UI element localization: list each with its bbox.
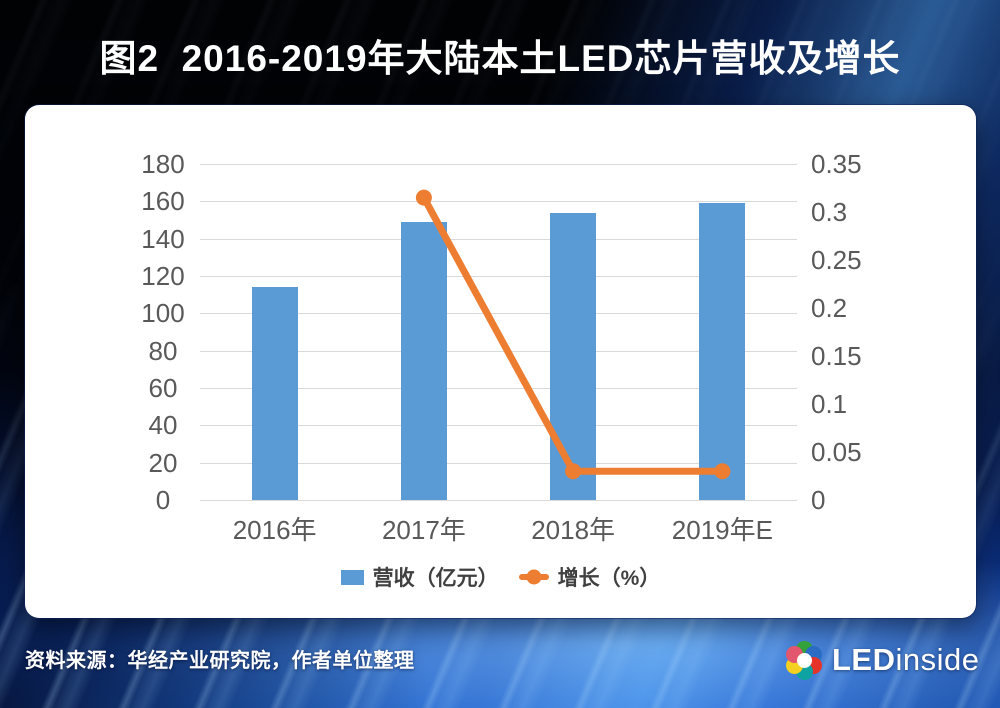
ledinside-logo: LEDinside bbox=[783, 637, 980, 683]
legend-label: 营收（亿元） bbox=[372, 567, 499, 590]
growth-point bbox=[565, 463, 582, 480]
y-tick-right: 0.2 bbox=[811, 293, 848, 323]
legend-line-dot bbox=[526, 569, 542, 585]
y-tick-left: 20 bbox=[148, 447, 178, 478]
growth-line bbox=[415, 189, 731, 480]
gridline bbox=[200, 388, 797, 389]
y-tick-left: 100 bbox=[141, 298, 185, 329]
plot-area bbox=[200, 164, 797, 501]
y-tick-left: 140 bbox=[141, 223, 185, 254]
x-tick-label: 2019年E bbox=[671, 515, 773, 545]
y-tick-right: 0.1 bbox=[811, 389, 848, 419]
growth-point bbox=[714, 463, 731, 480]
y-tick-right: 0.3 bbox=[811, 197, 848, 227]
x-tick-label: 2016年 bbox=[232, 515, 317, 545]
y-tick-left: 80 bbox=[148, 335, 178, 366]
gridline bbox=[200, 276, 797, 277]
revenue-bar bbox=[550, 212, 597, 500]
chart-panel: 0 20 40 60 80 100 120 140 160 180 0 0.05 0.1 0.15 0.2… bbox=[25, 105, 976, 618]
y-tick-left: 160 bbox=[141, 186, 185, 217]
growth-point bbox=[415, 189, 432, 206]
revenue-bar bbox=[699, 203, 746, 500]
legend-label: 增长（%） bbox=[557, 567, 661, 590]
gridline bbox=[200, 201, 797, 203]
chart-title: 图2 2016-2019年大陆本土LED芯片营收及增长 bbox=[99, 38, 901, 79]
ledinside-logo-text: LEDinside bbox=[832, 642, 980, 678]
chart-legend: 营收（亿元） 增长（%） bbox=[25, 562, 976, 592]
gridline bbox=[200, 313, 797, 315]
y-tick-right: 0.15 bbox=[811, 341, 862, 371]
gridline bbox=[200, 425, 797, 427]
legend-line-marker bbox=[518, 569, 549, 585]
y-tick-left: 40 bbox=[148, 410, 178, 441]
source-note: 资料来源：华经产业研究院，作者单位整理 bbox=[25, 650, 415, 672]
logo-text-inside: inside bbox=[895, 642, 980, 677]
y-tick-right: 0.05 bbox=[811, 437, 862, 467]
y-tick-right: 0.35 bbox=[811, 149, 862, 179]
x-tick-label: 2018年 bbox=[531, 515, 616, 545]
legend-item: 营收（亿元） bbox=[340, 562, 499, 592]
revenue-bar bbox=[400, 221, 447, 500]
gridline bbox=[200, 238, 797, 240]
y-tick-right: 0.25 bbox=[811, 245, 862, 275]
gridline bbox=[200, 350, 797, 352]
x-tick-label: 2017年 bbox=[381, 515, 466, 545]
y-tick-right: 0 bbox=[811, 485, 826, 515]
gridline bbox=[200, 500, 797, 501]
legend-item: 增长（%） bbox=[518, 562, 661, 592]
y-tick-left: 120 bbox=[141, 261, 185, 291]
ledinside-flower-icon bbox=[783, 637, 825, 683]
logo-text-led: LED bbox=[832, 642, 896, 677]
legend-bar-swatch bbox=[340, 569, 364, 585]
y-tick-left: 60 bbox=[148, 373, 178, 403]
gridline bbox=[200, 462, 797, 464]
y-tick-left: 0 bbox=[155, 485, 171, 515]
flower-center bbox=[796, 652, 812, 668]
gridline bbox=[200, 164, 797, 165]
y-tick-left: 180 bbox=[141, 149, 185, 179]
revenue-bar bbox=[251, 287, 298, 500]
